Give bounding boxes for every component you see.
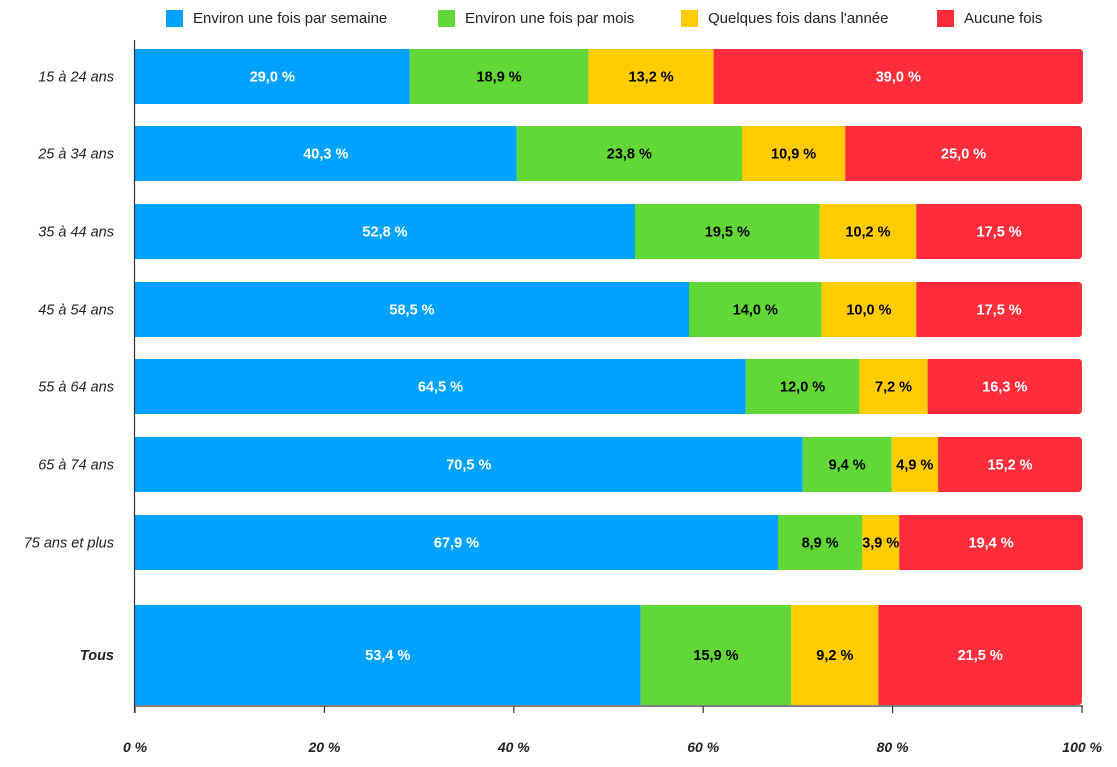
legend-label-never: Aucune fois (964, 10, 1043, 27)
data-label-45-a-54-ans-aucune-fois: 17,5 % (977, 303, 1022, 319)
category-label-35-a-44-ans: 35 à 44 ans (38, 225, 114, 241)
bar-35-a-44-ans-aucune-fois (916, 204, 1082, 259)
bar-55-a-64-ans-aucune-fois (927, 359, 1082, 414)
legend-label-weekly: Environ une fois par semaine (193, 10, 388, 27)
bar-45-a-54-ans-quelques-fois-dans-l-annee (821, 282, 917, 337)
data-label-35-a-44-ans-environ-une-fois-par-mois: 19,5 % (705, 225, 750, 241)
bar-55-a-64-ans-environ-une-fois-par-semaine (135, 359, 746, 414)
data-label-35-a-44-ans-quelques-fois-dans-l-annee: 10,2 % (845, 225, 890, 241)
bar-55-a-64-ans-quelques-fois-dans-l-annee (859, 359, 928, 414)
bar-15-a-24-ans-environ-une-fois-par-mois (409, 49, 589, 104)
data-label-45-a-54-ans-environ-une-fois-par-semaine: 58,5 % (389, 303, 434, 319)
data-label-tous-aucune-fois: 21,5 % (958, 648, 1003, 664)
bar-tous-environ-une-fois-par-semaine (135, 605, 641, 705)
bar-65-a-74-ans-aucune-fois (938, 437, 1082, 492)
data-label-25-a-34-ans-environ-une-fois-par-semaine: 40,3 % (303, 147, 348, 163)
data-label-35-a-44-ans-environ-une-fois-par-semaine: 52,8 % (362, 225, 407, 241)
legend-item-never: Aucune fois (937, 10, 1042, 27)
bar-35-a-44-ans-environ-une-fois-par-semaine (135, 204, 636, 259)
bar-15-a-24-ans-environ-une-fois-par-semaine (135, 49, 410, 104)
data-label-55-a-64-ans-environ-une-fois-par-mois: 12,0 % (780, 380, 825, 396)
category-label-65-a-74-ans: 65 à 74 ans (38, 458, 114, 474)
x-tick-label-100: 100 % (1062, 739, 1102, 755)
x-tick-label-40: 40 % (497, 739, 530, 755)
data-label-15-a-24-ans-aucune-fois: 39,0 % (876, 70, 921, 86)
data-label-15-a-24-ans-quelques-fois-dans-l-annee: 13,2 % (629, 70, 674, 86)
bar-25-a-34-ans-quelques-fois-dans-l-annee (742, 126, 846, 181)
bar-tous-environ-une-fois-par-mois (640, 605, 792, 705)
bar-45-a-54-ans-aucune-fois (916, 282, 1082, 337)
bar-35-a-44-ans-quelques-fois-dans-l-annee (819, 204, 917, 259)
legend-label-monthly: Environ une fois par mois (465, 10, 635, 27)
x-tick-label-80: 80 % (877, 739, 909, 755)
bar-75-ans-et-plus-aucune-fois (899, 515, 1083, 570)
data-label-tous-quelques-fois-dans-l-annee: 9,2 % (816, 648, 853, 664)
bar-35-a-44-ans-environ-une-fois-par-mois (635, 204, 820, 259)
bar-15-a-24-ans-aucune-fois (713, 49, 1083, 104)
data-label-55-a-64-ans-aucune-fois: 16,3 % (982, 380, 1027, 396)
x-tick-label-0: 0 % (123, 739, 148, 755)
bar-45-a-54-ans-environ-une-fois-par-semaine (135, 282, 689, 337)
legend-item-yearly: Quelques fois dans l'année (681, 10, 889, 27)
x-tick-label-60: 60 % (687, 739, 719, 755)
data-label-55-a-64-ans-quelques-fois-dans-l-annee: 7,2 % (875, 380, 912, 396)
data-label-15-a-24-ans-environ-une-fois-par-mois: 18,9 % (477, 70, 522, 86)
category-label-25-a-34-ans: 25 à 34 ans (37, 147, 114, 163)
legend-label-yearly: Quelques fois dans l'année (708, 10, 889, 27)
data-label-65-a-74-ans-aucune-fois: 15,2 % (987, 458, 1032, 474)
bar-55-a-64-ans-environ-une-fois-par-mois (745, 359, 860, 414)
bar-75-ans-et-plus-environ-une-fois-par-semaine (135, 515, 779, 570)
legend-item-weekly: Environ une fois par semaine (166, 10, 387, 27)
category-label-tous: Tous (80, 648, 114, 664)
legend-swatch-yearly (681, 10, 698, 27)
data-label-75-ans-et-plus-quelques-fois-dans-l-annee: 3,9 % (862, 536, 899, 552)
bar-tous-aucune-fois (878, 605, 1082, 705)
category-label-15-a-24-ans: 15 à 24 ans (38, 70, 114, 86)
bar-75-ans-et-plus-environ-une-fois-par-mois (778, 515, 863, 570)
data-label-75-ans-et-plus-aucune-fois: 19,4 % (969, 536, 1014, 552)
data-label-45-a-54-ans-environ-une-fois-par-mois: 14,0 % (733, 303, 778, 319)
legend-item-monthly: Environ une fois par mois (438, 10, 634, 27)
data-label-25-a-34-ans-environ-une-fois-par-mois: 23,8 % (607, 147, 652, 163)
legend-swatch-weekly (166, 10, 183, 27)
data-label-35-a-44-ans-aucune-fois: 17,5 % (977, 225, 1022, 241)
bar-25-a-34-ans-environ-une-fois-par-semaine (135, 126, 517, 181)
data-label-15-a-24-ans-environ-une-fois-par-semaine: 29,0 % (250, 70, 295, 86)
category-label-75-ans-et-plus: 75 ans et plus (24, 536, 114, 552)
data-label-75-ans-et-plus-environ-une-fois-par-semaine: 67,9 % (434, 536, 479, 552)
data-label-75-ans-et-plus-environ-une-fois-par-mois: 8,9 % (802, 536, 839, 552)
data-label-65-a-74-ans-environ-une-fois-par-semaine: 70,5 % (446, 458, 491, 474)
legend-swatch-never (937, 10, 954, 27)
legend-swatch-monthly (438, 10, 455, 27)
data-label-25-a-34-ans-quelques-fois-dans-l-annee: 10,9 % (771, 147, 816, 163)
data-label-65-a-74-ans-environ-une-fois-par-mois: 9,4 % (829, 458, 866, 474)
bar-25-a-34-ans-aucune-fois (845, 126, 1082, 181)
bar-25-a-34-ans-environ-une-fois-par-mois (516, 126, 743, 181)
bar-45-a-54-ans-environ-une-fois-par-mois (688, 282, 822, 337)
data-label-tous-environ-une-fois-par-semaine: 53,4 % (365, 648, 410, 664)
bar-65-a-74-ans-quelques-fois-dans-l-annee (891, 437, 939, 492)
bar-tous-quelques-fois-dans-l-annee (791, 605, 879, 705)
data-label-25-a-34-ans-aucune-fois: 25,0 % (941, 147, 986, 163)
bar-75-ans-et-plus-quelques-fois-dans-l-annee (862, 515, 900, 570)
bar-65-a-74-ans-environ-une-fois-par-mois (802, 437, 892, 492)
data-label-tous-environ-une-fois-par-mois: 15,9 % (693, 648, 738, 664)
category-label-55-a-64-ans: 55 à 64 ans (38, 380, 114, 396)
x-tick-label-20: 20 % (307, 739, 340, 755)
category-label-45-a-54-ans: 45 à 54 ans (38, 303, 114, 319)
chart-legend: Environ une fois par semaine Environ une… (0, 10, 1117, 34)
bar-65-a-74-ans-environ-une-fois-par-semaine (135, 437, 803, 492)
bar-15-a-24-ans-quelques-fois-dans-l-annee (588, 49, 714, 104)
data-label-45-a-54-ans-quelques-fois-dans-l-annee: 10,0 % (846, 303, 891, 319)
data-label-55-a-64-ans-environ-une-fois-par-semaine: 64,5 % (418, 380, 463, 396)
data-label-65-a-74-ans-quelques-fois-dans-l-annee: 4,9 % (896, 458, 933, 474)
